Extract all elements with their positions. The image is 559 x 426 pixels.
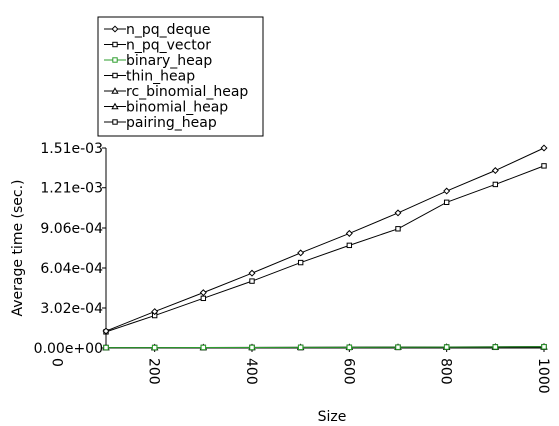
series-line xyxy=(105,147,545,332)
data-point xyxy=(151,344,158,351)
legend-label: n_pq_vector xyxy=(126,38,211,54)
legend-item-thin-heap: thin_heap xyxy=(104,69,195,85)
y-tick-label: 1.51e-03 xyxy=(40,141,103,157)
data-point xyxy=(151,308,159,316)
data-point xyxy=(200,295,207,302)
legend-item-binomial-heap: binomial_heap xyxy=(104,100,228,116)
legend-label: n_pq_deque xyxy=(126,22,211,38)
y-axis-label: Average time (sec.) xyxy=(10,180,26,317)
data-point xyxy=(443,199,450,206)
legend-label: rc_binomial_heap xyxy=(126,84,248,100)
legend-swatch-marker xyxy=(112,41,118,48)
legend-label: pairing_heap xyxy=(126,115,217,131)
axes: 0.00e+00 3.02e-04 6.04e-04 9.06e-04 1.21e-03… xyxy=(34,141,551,394)
data-point xyxy=(297,344,304,351)
y-tick-label: 1.21e-03 xyxy=(40,181,103,197)
data-point xyxy=(541,163,547,169)
series-line xyxy=(105,165,545,333)
legend: n_pq_dequen_pq_vectorbinary_heapthin_hea… xyxy=(97,16,264,137)
data-point xyxy=(443,344,450,350)
series-binary-heap xyxy=(103,344,547,351)
data-point xyxy=(540,144,548,152)
data-point xyxy=(345,229,353,237)
y-tick-label: 3.02e-04 xyxy=(40,301,103,317)
series-line xyxy=(106,346,545,349)
series-n-pq-deque xyxy=(102,144,548,335)
legend-box xyxy=(97,16,264,137)
legend-swatch-marker xyxy=(111,102,119,110)
data-point xyxy=(346,242,353,249)
legend-item-rc-binomial-heap: rc_binomial_heap xyxy=(104,84,248,100)
legend-item-n-pq-vector: n_pq_vector xyxy=(104,38,211,54)
data-point xyxy=(492,181,499,188)
x-tick-label: 600 xyxy=(340,358,356,385)
plot-area xyxy=(102,144,548,351)
data-point xyxy=(491,167,499,175)
legend-swatch-marker xyxy=(112,57,118,63)
x-tick-label: 400 xyxy=(243,358,259,385)
data-point xyxy=(492,344,499,350)
data-point xyxy=(102,327,110,335)
legend-item-binary-heap: binary_heap xyxy=(104,53,212,69)
x-tick-label: 800 xyxy=(438,358,454,385)
legend-item-pairing-heap: pairing_heap xyxy=(104,115,217,131)
legend-swatch-marker xyxy=(112,119,118,125)
data-point xyxy=(248,269,256,277)
data-point xyxy=(394,209,402,217)
x-axis-label: Size xyxy=(318,409,347,425)
legend-item-n-pq-deque: n_pq_deque xyxy=(104,22,211,38)
data-point xyxy=(200,344,207,351)
legend-label: binary_heap xyxy=(126,53,212,69)
data-point xyxy=(297,249,305,257)
y-tick-label: 0.00e+00 xyxy=(34,341,103,357)
y-tick-label: 9.06e-04 xyxy=(40,221,103,237)
legend-swatch-marker xyxy=(111,25,119,33)
x-tick-label: 1000 xyxy=(535,358,551,394)
legend-label: binomial_heap xyxy=(126,100,228,116)
legend-label: thin_heap xyxy=(126,69,195,85)
data-point xyxy=(395,226,401,232)
data-point xyxy=(297,259,304,266)
legend-swatch-marker xyxy=(112,72,118,79)
data-point xyxy=(395,344,401,350)
data-point xyxy=(249,344,255,351)
data-point xyxy=(249,278,255,284)
x-tick-label: 200 xyxy=(146,358,162,385)
legend-swatch-marker xyxy=(111,87,119,94)
data-point xyxy=(103,344,109,351)
x-tick-label: 0 xyxy=(48,358,64,367)
data-point xyxy=(443,187,451,195)
data-point xyxy=(346,344,353,351)
y-tick-label: 6.04e-04 xyxy=(40,261,103,277)
series-n-pq-vector xyxy=(103,163,547,335)
data-point xyxy=(541,344,547,350)
data-point xyxy=(199,289,207,297)
